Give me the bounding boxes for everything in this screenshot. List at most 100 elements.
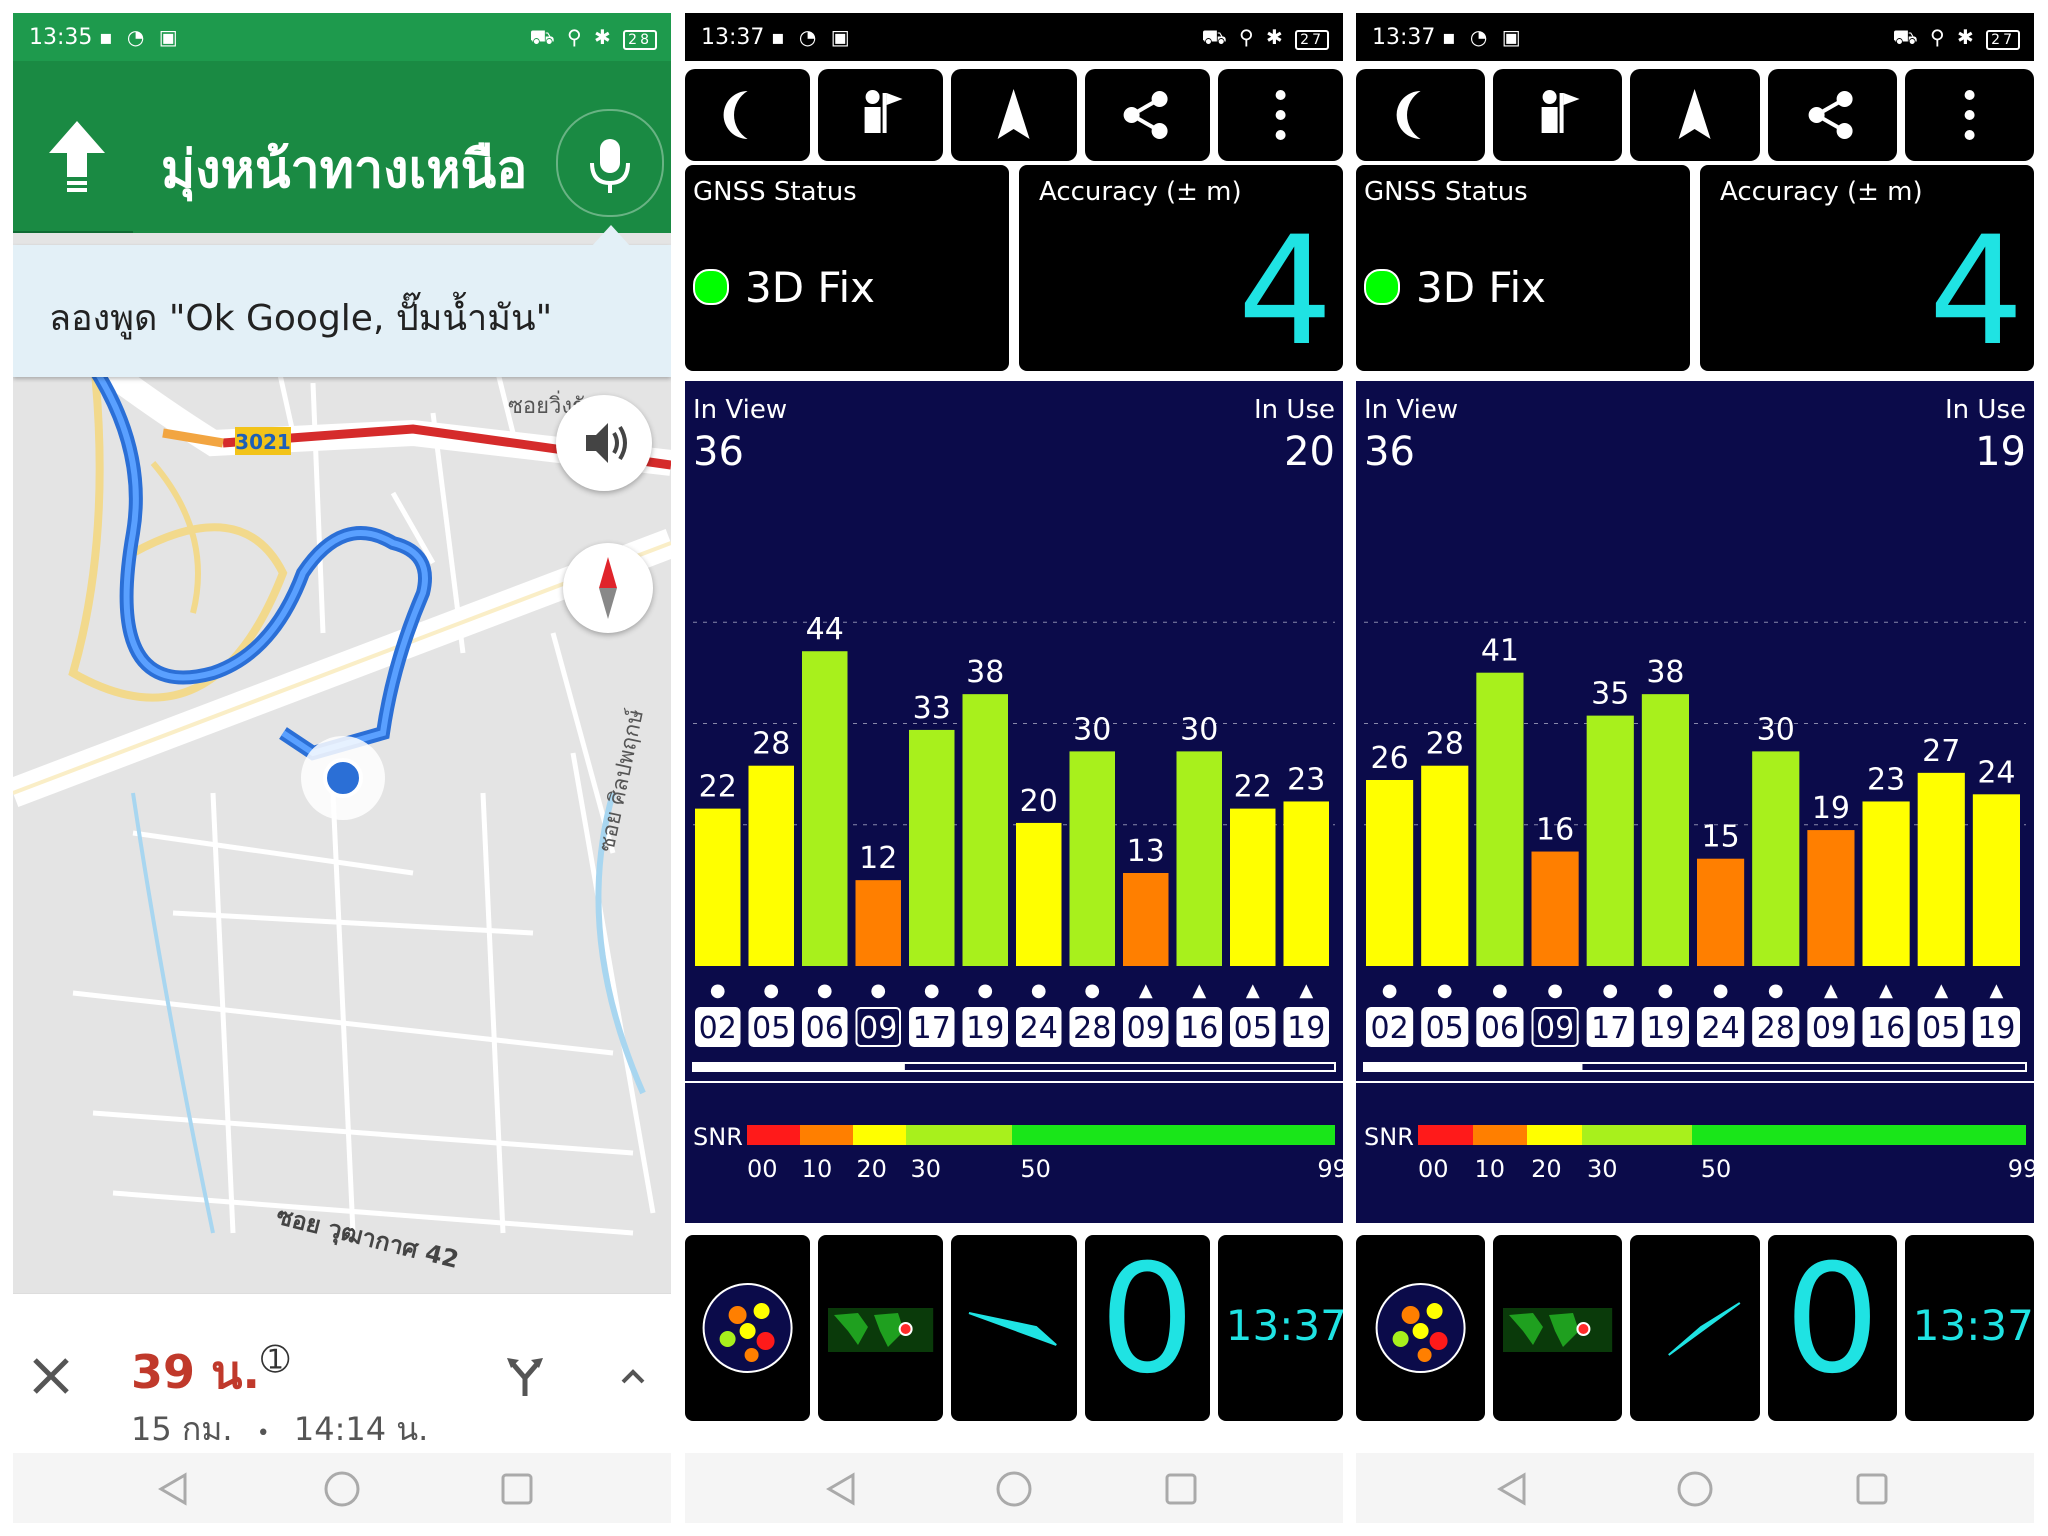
recents-icon[interactable]: [499, 1471, 535, 1507]
home-icon[interactable]: [1675, 1469, 1715, 1509]
map-mode-button[interactable]: [818, 69, 944, 161]
constellation-marker: ●: [1658, 980, 1674, 1001]
route-options-icon[interactable]: [503, 1354, 547, 1398]
clock-tile[interactable]: 13:37: [1904, 1235, 2034, 1421]
eta-distance: 15 กม.: [131, 1410, 233, 1448]
satellite-panel: In View 36 In Use 19 26 ● 02 28 ● 05 41 ● 06 16 ● 0…: [1356, 381, 2034, 1081]
navigate-button[interactable]: [1630, 69, 1760, 161]
share-button[interactable]: [1767, 69, 1897, 161]
snr-bar: [909, 729, 955, 966]
speed-tile[interactable]: 0: [1767, 1233, 1897, 1421]
prn-label: 05: [752, 1011, 790, 1046]
more-button[interactable]: [1904, 69, 2034, 161]
bar-value-label: 22: [699, 770, 737, 805]
snr-bar: [1283, 801, 1329, 966]
prn-box: [1176, 1007, 1222, 1047]
bar-value-label: 35: [1591, 677, 1629, 712]
sky-view-tile[interactable]: [1356, 1235, 1486, 1421]
compass-tile[interactable]: [1630, 1235, 1760, 1421]
speed-tile[interactable]: 0: [1084, 1235, 1210, 1421]
prn-label: 19: [1287, 1011, 1325, 1046]
compass-button[interactable]: [563, 543, 653, 633]
gps-screen-2: 13:37 ▪ ◔ ▣ ⛟ ⚲ ✱ 27 GNSS Status 3D Fix …: [1356, 13, 2034, 1523]
gnss-status-tile: GNSS Status 3D Fix: [685, 165, 1009, 371]
map-view[interactable]: 3021 ซอยวิ่งรั ซอย ศิลปพฤกษ์ ซอย วุฒากาศ…: [13, 233, 671, 1293]
eta-time: 39 น.: [131, 1345, 260, 1399]
scroll-thumb[interactable]: [693, 1063, 905, 1071]
snr-tick: 30: [910, 1155, 941, 1183]
status-time: 13:35: [29, 25, 93, 50]
eta-details: 15 กม. • 14:14 น.: [131, 1404, 428, 1455]
snr-bar: [1531, 851, 1579, 966]
prn-label: 02: [699, 1011, 737, 1046]
in-use-label: In Use: [1254, 395, 1335, 425]
in-view-label: In View: [693, 395, 788, 425]
compass-tile[interactable]: [951, 1235, 1077, 1421]
prn-label: 19: [966, 1011, 1004, 1046]
prn-box: [1016, 1007, 1062, 1047]
sky-view-tile[interactable]: [685, 1235, 811, 1421]
map-mode-button[interactable]: [1493, 69, 1623, 161]
in-use-label: In Use: [1945, 395, 2026, 425]
snr-tick: 20: [1531, 1155, 1562, 1183]
prn-box: [802, 1007, 848, 1047]
satellite-bar-chart: 22 ● 02 28 ● 05 44 ● 06 12 ● 09 33 ● 17 38 ● 19 20 ● 24 30 ● 28…: [692, 612, 1336, 1072]
clock-value: 13:37: [1225, 1301, 1343, 1350]
back-icon[interactable]: [1492, 1469, 1532, 1509]
constellation-marker: ●: [1492, 980, 1508, 1001]
in-view-label: In View: [1364, 395, 1459, 425]
bar-value-label: 38: [966, 655, 1004, 690]
navigation-header: มุ่งหน้าทางเหนือ: [13, 61, 671, 243]
bar-value-label: 26: [1370, 741, 1408, 776]
constellation-marker: ●: [1713, 980, 1729, 1001]
home-icon[interactable]: [994, 1469, 1034, 1509]
snr-tick: 00: [1418, 1155, 1449, 1183]
share-button[interactable]: [1084, 69, 1210, 161]
hint-pointer: [591, 225, 631, 247]
mic-button[interactable]: [556, 109, 664, 217]
clock-tile[interactable]: 13:37: [1217, 1235, 1343, 1421]
home-icon[interactable]: [322, 1469, 362, 1509]
more-button[interactable]: [1217, 69, 1343, 161]
constellation-marker: ▲: [1299, 980, 1313, 1001]
battery-icon: 27: [1295, 30, 1329, 50]
sound-button[interactable]: [556, 395, 652, 491]
navigate-button[interactable]: [951, 69, 1077, 161]
recents-icon[interactable]: [1163, 1471, 1199, 1507]
speed-value: 0: [1784, 1233, 1880, 1407]
prn-label: 05: [1234, 1011, 1272, 1046]
chevron-up-icon[interactable]: [617, 1360, 649, 1392]
prn-box: [1807, 1007, 1855, 1047]
world-map-tile[interactable]: [1493, 1235, 1623, 1421]
back-icon[interactable]: [153, 1469, 193, 1509]
constellation-marker: ▲: [1246, 980, 1260, 1001]
snr-bar: [1421, 765, 1469, 966]
recents-icon[interactable]: [1854, 1471, 1890, 1507]
prn-label: 09: [1127, 1011, 1165, 1046]
fix-indicator: [1364, 268, 1400, 305]
fix-text: 3D Fix: [1416, 263, 1547, 312]
sky-plot-icon: [1375, 1283, 1466, 1373]
share-icon: [1123, 91, 1168, 139]
night-mode-button[interactable]: [685, 69, 811, 161]
toolbar: [685, 69, 1343, 161]
back-icon[interactable]: [821, 1469, 861, 1509]
bottom-tiles: 0 13:37: [1356, 1235, 2034, 1421]
snr-tick: 00: [747, 1155, 778, 1183]
constellation-marker: ●: [870, 980, 886, 1001]
scroll-thumb[interactable]: [1364, 1063, 1583, 1071]
prn-box: [1972, 1007, 2020, 1047]
status-icons: ▪ ◔ ▣: [771, 25, 854, 49]
prn-box: [1641, 1007, 1690, 1047]
navigation-arrow-icon: [1678, 89, 1711, 139]
prn-label: 05: [1426, 1011, 1464, 1046]
close-icon[interactable]: [27, 1352, 75, 1400]
constellation-marker: ●: [1547, 980, 1563, 1001]
eco-icon: ➀: [261, 1340, 290, 1380]
eta-separator: •: [256, 1421, 270, 1446]
night-mode-button[interactable]: [1356, 69, 1486, 161]
prn-box: [1230, 1007, 1276, 1047]
snr-tick: 30: [1587, 1155, 1618, 1183]
prn-label: 02: [1370, 1011, 1408, 1046]
world-map-tile[interactable]: [818, 1235, 944, 1421]
